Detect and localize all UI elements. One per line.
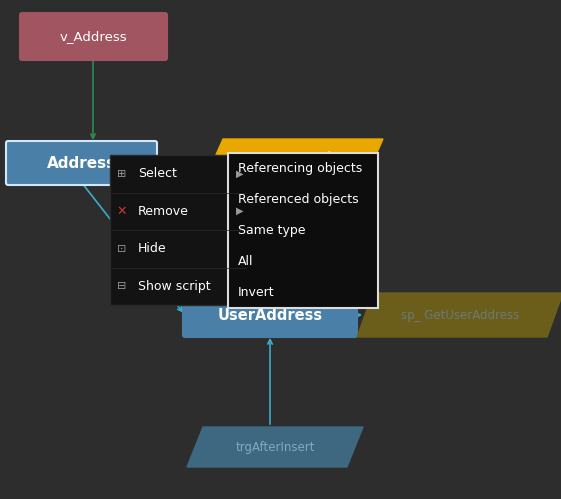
- FancyBboxPatch shape: [183, 293, 357, 337]
- Text: Remove: Remove: [138, 205, 189, 218]
- Text: ⊟: ⊟: [117, 281, 127, 291]
- Text: Address: Address: [47, 156, 116, 171]
- Text: sp_ GetUserCity: sp_ GetUserCity: [248, 151, 342, 164]
- Polygon shape: [357, 293, 561, 337]
- FancyBboxPatch shape: [228, 153, 378, 308]
- FancyBboxPatch shape: [20, 13, 167, 60]
- Text: Same type: Same type: [238, 224, 306, 237]
- Text: sp_ GetUserAddress: sp_ GetUserAddress: [401, 308, 519, 321]
- Polygon shape: [187, 427, 363, 467]
- Text: trgAfterInsert: trgAfterInsert: [235, 441, 315, 454]
- Text: v_Address: v_Address: [59, 30, 127, 43]
- Text: Select: Select: [138, 167, 177, 180]
- FancyBboxPatch shape: [110, 155, 248, 305]
- Text: All: All: [238, 255, 254, 268]
- Text: Show script: Show script: [138, 280, 210, 293]
- Text: ✕: ✕: [117, 205, 127, 218]
- Text: ▶: ▶: [236, 169, 243, 179]
- Polygon shape: [207, 139, 383, 175]
- Text: ⊞: ⊞: [117, 169, 127, 179]
- Text: Referenced objects: Referenced objects: [238, 193, 358, 206]
- Text: ⊡: ⊡: [117, 244, 127, 254]
- Text: UserAddress: UserAddress: [218, 307, 323, 322]
- Text: ▶: ▶: [236, 206, 243, 216]
- Text: Hide: Hide: [138, 242, 167, 255]
- Text: Invert: Invert: [238, 286, 275, 299]
- FancyBboxPatch shape: [6, 141, 157, 185]
- Text: Referencing objects: Referencing objects: [238, 162, 362, 175]
